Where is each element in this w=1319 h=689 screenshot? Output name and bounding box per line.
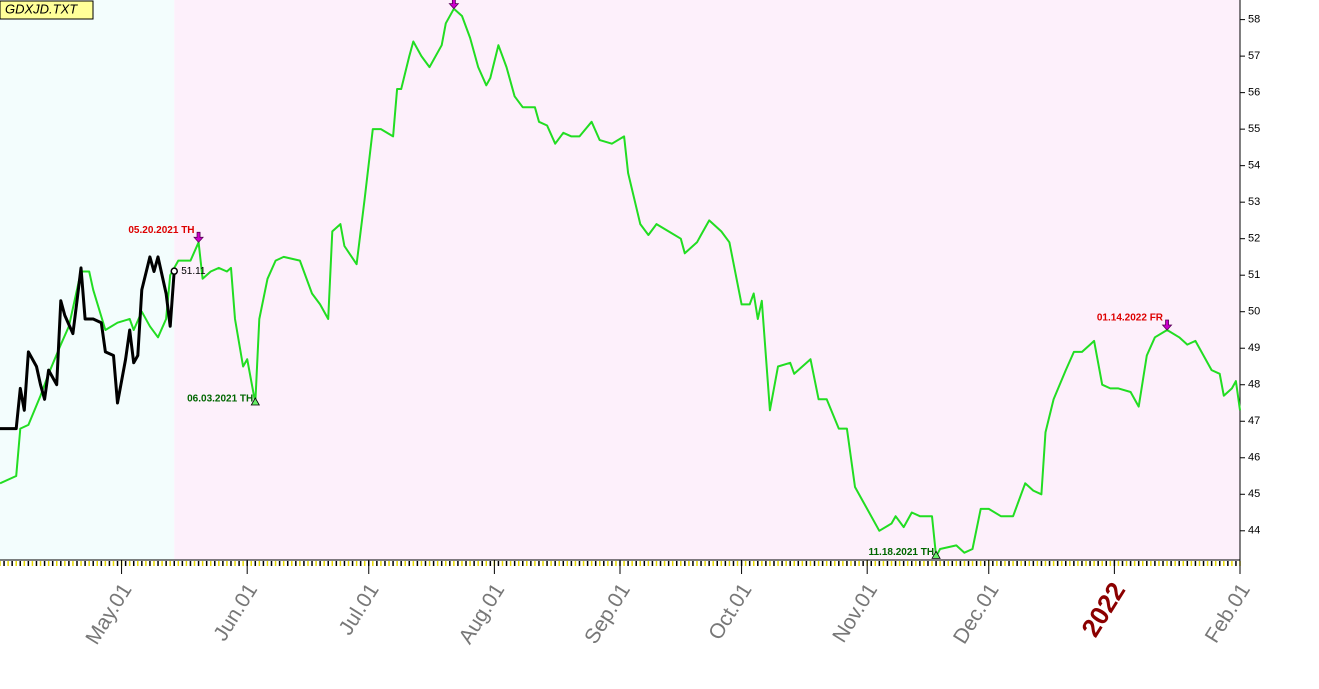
x-tick-label: Jul.01 [334, 579, 383, 639]
x-tick-label: May.01 [81, 579, 136, 648]
annotation-label: 07.22.2021 TH [384, 0, 450, 2]
y-tick-label: 48 [1248, 379, 1260, 391]
history-background [0, 0, 175, 560]
last-value-label: 51.11 [181, 266, 206, 277]
x-tick-label: Sep.01 [580, 579, 635, 648]
peak-marker [448, 0, 460, 10]
forecast-background [174, 0, 1240, 560]
x-tick-label: Jun.01 [209, 579, 262, 645]
y-tick-label: 58 [1248, 14, 1260, 26]
chart-title: GDXJD.TXT [5, 1, 78, 16]
trough-marker [931, 550, 941, 559]
y-tick-label: 51 [1248, 269, 1260, 281]
last-point [170, 267, 178, 275]
annotation-label: 11.18.2021 TH [868, 547, 934, 558]
y-tick-label: 46 [1248, 452, 1260, 464]
x-tick-label: 2022 [1075, 577, 1131, 642]
y-tick-label: 50 [1248, 306, 1260, 318]
annotation-label: 06.03.2021 TH [187, 394, 253, 405]
y-tick-label: 45 [1248, 488, 1260, 500]
y-tick-label: 44 [1248, 525, 1260, 537]
peak-marker [193, 231, 204, 243]
y-tick-label: 52 [1248, 233, 1260, 245]
y-tick-label: 55 [1248, 123, 1260, 135]
peak-marker [1161, 319, 1173, 331]
price-line [0, 7, 1241, 558]
x-tick-label: Oct.01 [704, 579, 756, 644]
x-tick-label: Feb.01 [1201, 579, 1255, 647]
annotation-label: 01.14.2022 FR [1097, 313, 1164, 324]
y-tick-label: 47 [1248, 415, 1260, 427]
annotation-label: 05.20.2021 TH [128, 225, 194, 236]
y-tick-label: 56 [1248, 87, 1260, 99]
price-line [0, 255, 176, 431]
y-tick-label: 49 [1248, 342, 1260, 354]
x-tick-label: Aug.01 [455, 579, 510, 648]
x-tick-label: Nov.01 [828, 579, 882, 646]
y-tick-label: 57 [1248, 50, 1260, 62]
title-box [0, 0, 94, 20]
y-tick-label: 54 [1248, 160, 1260, 172]
y-tick-label: 53 [1248, 196, 1260, 208]
x-tick-label: Dec.01 [949, 579, 1004, 648]
trough-marker [250, 397, 260, 406]
